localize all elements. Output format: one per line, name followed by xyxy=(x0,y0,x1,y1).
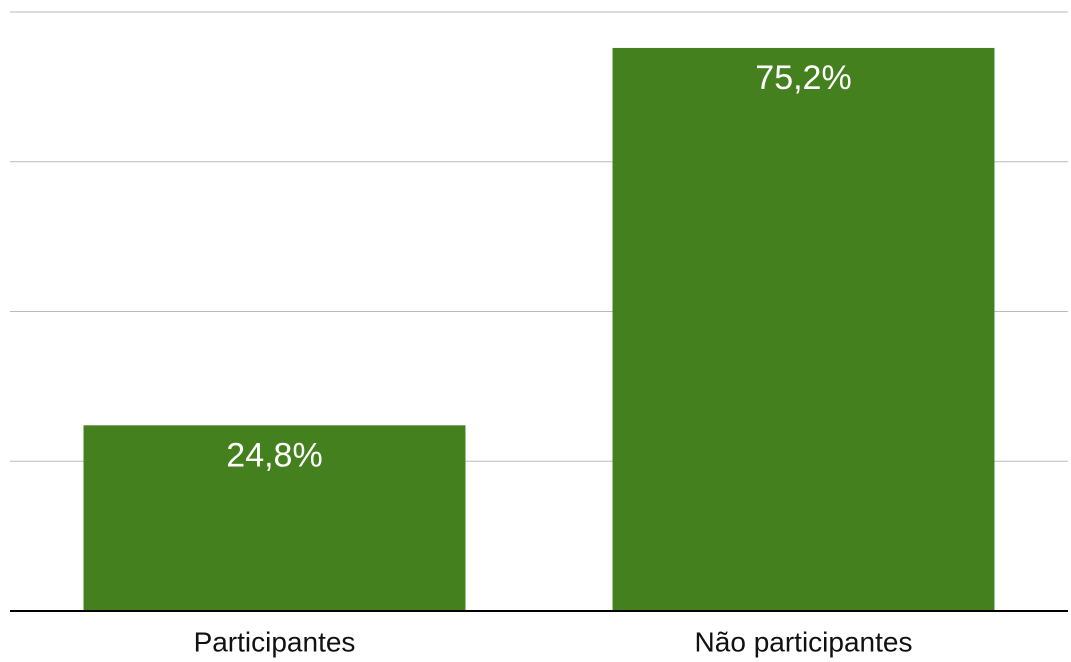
x-tick-label: Não participantes xyxy=(695,626,913,657)
value-label: 75,2% xyxy=(755,59,851,97)
bar xyxy=(83,425,466,611)
bar xyxy=(612,47,995,611)
value-label: 24,8% xyxy=(226,436,322,474)
x-tick-label: Participantes xyxy=(194,626,356,657)
